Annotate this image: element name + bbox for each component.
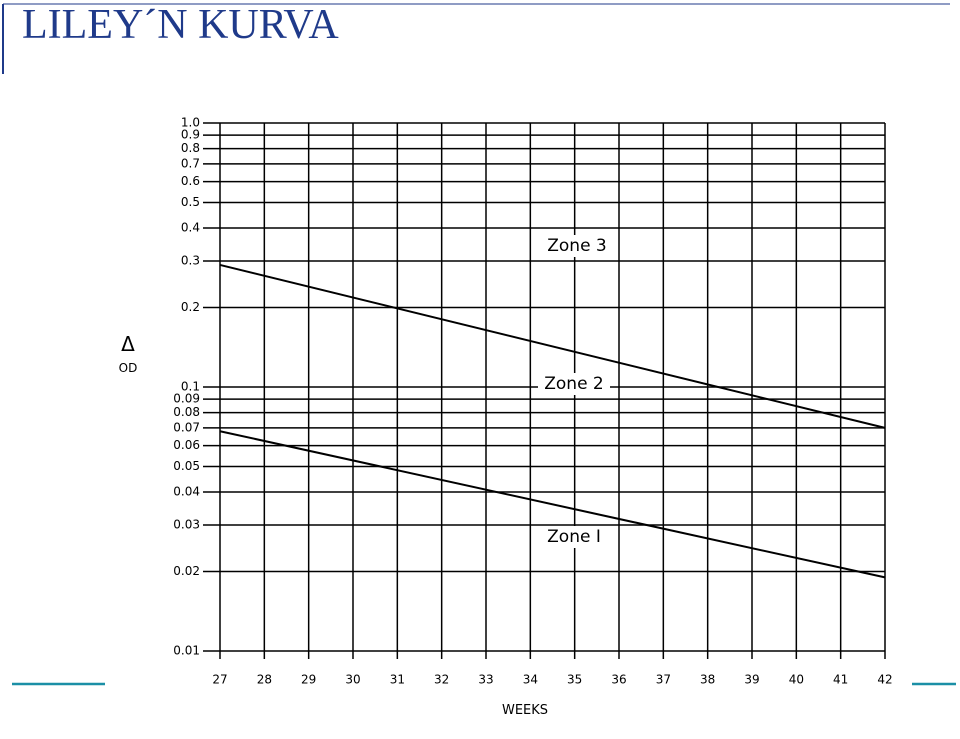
- x-tick-label: 27: [212, 673, 227, 687]
- x-tick-label: 29: [301, 673, 316, 687]
- y-tick-label: 0.2: [181, 300, 200, 314]
- y-tick-label: 0.01: [173, 644, 200, 658]
- x-tick-label: 30: [345, 673, 360, 687]
- x-tick-label: 32: [434, 673, 449, 687]
- y-axis-label: OD: [119, 361, 138, 375]
- x-tick-label: 42: [877, 673, 892, 687]
- y-tick-label: 0.7: [181, 156, 200, 170]
- zone-label: Zone 2: [544, 374, 604, 394]
- x-tick-label: 39: [744, 673, 759, 687]
- annotation-bg: [538, 373, 610, 395]
- y-tick-label: 0.08: [173, 405, 200, 419]
- y-axis-label: Δ: [121, 332, 135, 356]
- y-tick-label: 0.03: [173, 518, 200, 532]
- y-tick-label: 0.09: [173, 392, 200, 406]
- y-tick-label: 0.04: [173, 485, 200, 499]
- y-tick-label: 0.02: [173, 564, 200, 578]
- y-tick-label: 0.06: [173, 438, 200, 452]
- y-tick-label: 0.05: [173, 459, 200, 473]
- data-line: [219, 263, 886, 429]
- y-tick-label: 0.9: [181, 128, 200, 142]
- y-tick-label: 1.0: [181, 116, 200, 130]
- data-line: [219, 430, 886, 579]
- slide-title: LILEY´N KURVA: [22, 2, 339, 48]
- x-tick-label: 35: [567, 673, 582, 687]
- y-tick-label: 0.3: [181, 254, 200, 268]
- y-tick-label: 0.4: [181, 221, 200, 235]
- x-tick-label: 41: [833, 673, 848, 687]
- x-tick-label: 33: [478, 673, 493, 687]
- y-tick-label: 0.8: [181, 141, 200, 155]
- x-axis-label: WEEKS: [502, 703, 548, 718]
- x-tick-label: 36: [611, 673, 626, 687]
- y-tick-label: 0.6: [181, 174, 200, 188]
- x-tick-label: 38: [700, 673, 715, 687]
- x-tick-label: 31: [390, 673, 405, 687]
- x-tick-label: 34: [523, 673, 538, 687]
- x-tick-label: 28: [257, 673, 272, 687]
- annotation-bg: [541, 235, 613, 257]
- x-tick-label: 40: [789, 673, 804, 687]
- y-tick-label: 0.07: [173, 420, 200, 434]
- zone-label: Zone 3: [547, 236, 607, 256]
- zone-label: Zone I: [547, 527, 601, 547]
- x-tick-label: 37: [656, 673, 671, 687]
- y-tick-label: 0.1: [181, 380, 200, 394]
- y-tick-label: 0.5: [181, 195, 200, 209]
- annotation-bg: [538, 526, 610, 548]
